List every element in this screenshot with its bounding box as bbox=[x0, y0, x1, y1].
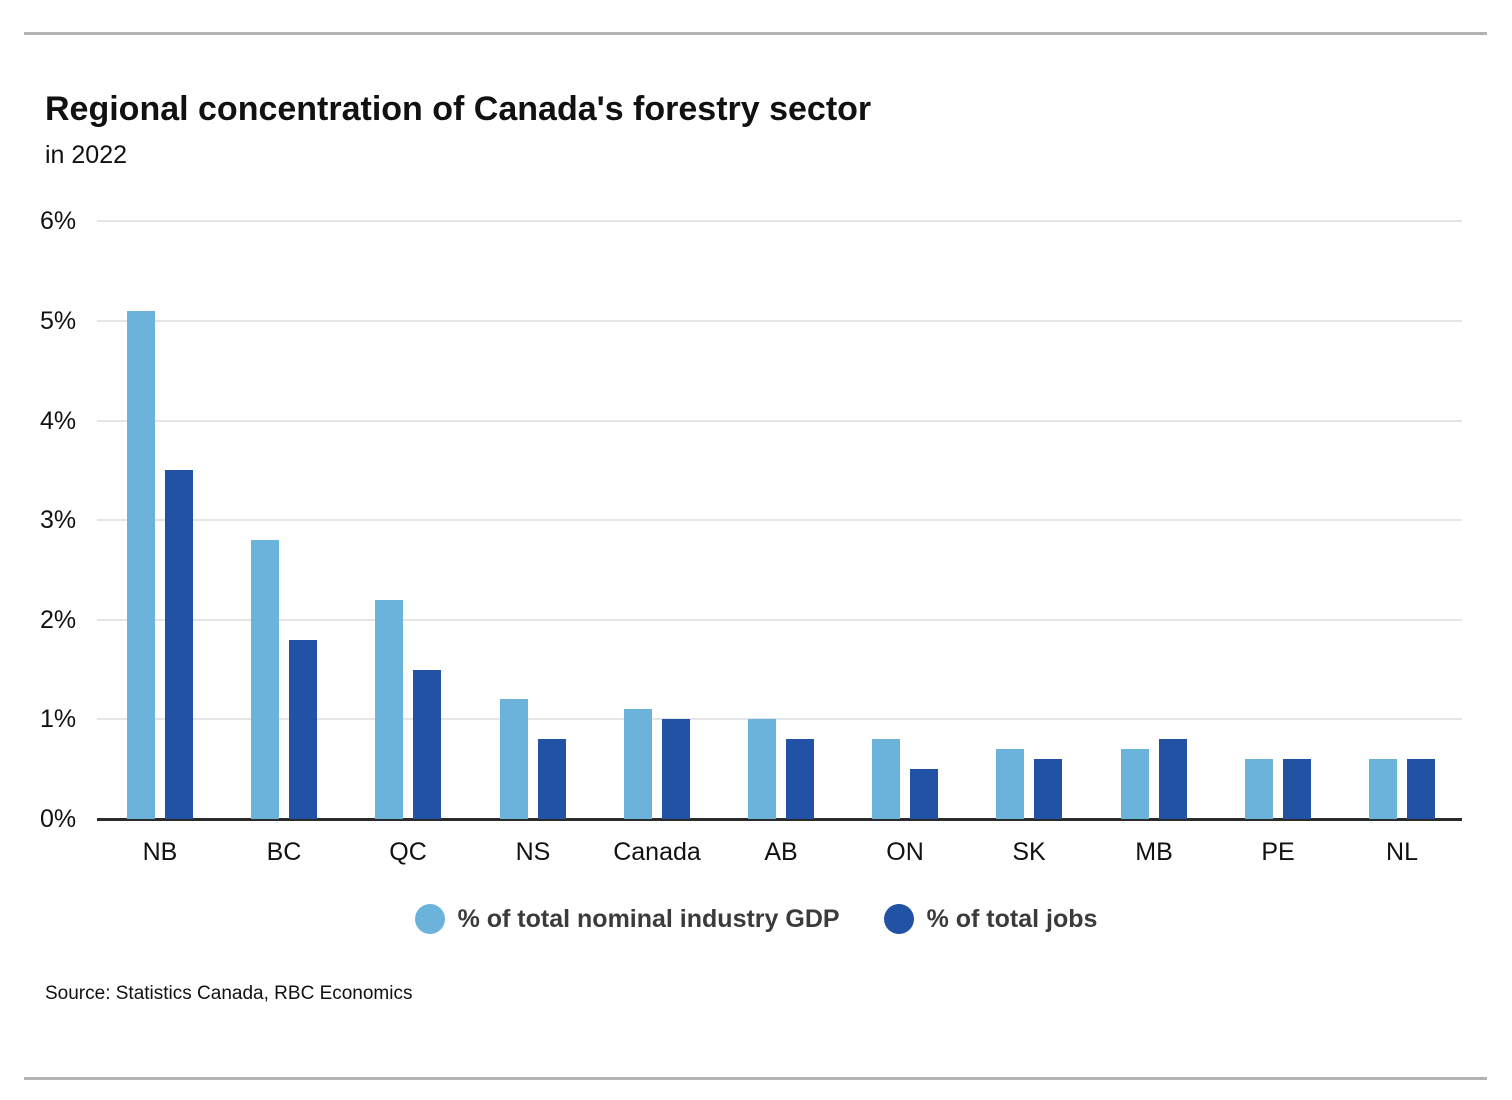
gridline-5% bbox=[97, 320, 1462, 322]
jobs-legend-swatch-icon bbox=[883, 904, 914, 934]
x-tick-label-NB: NB bbox=[142, 838, 178, 866]
bar-SK-gdp bbox=[996, 749, 1024, 819]
y-tick-label-0%: 0% bbox=[40, 805, 77, 833]
x-tick-label-BC: BC bbox=[266, 838, 302, 866]
gridline-1% bbox=[97, 718, 1462, 721]
y-tick-label-3%: 3% bbox=[40, 506, 77, 535]
bar-AB-jobs bbox=[786, 739, 814, 819]
chart-legend: % of total nominal industry GDP % of tot… bbox=[0, 904, 1512, 934]
bar-PE-jobs bbox=[1283, 759, 1311, 819]
gridline-3% bbox=[97, 519, 1462, 522]
bar-NS-jobs bbox=[538, 739, 566, 819]
bar-ON-jobs bbox=[910, 769, 938, 819]
bottom-divider bbox=[24, 1077, 1487, 1080]
page-subtitle: in 2022 bbox=[45, 141, 128, 169]
x-tick-label-PE: PE bbox=[1261, 838, 1295, 866]
bar-PE-gdp bbox=[1245, 759, 1273, 819]
bar-Canada-jobs bbox=[662, 719, 690, 819]
x-tick-label-MB: MB bbox=[1135, 838, 1173, 866]
y-tick-label-1%: 1% bbox=[40, 705, 77, 734]
bar-BC-gdp bbox=[251, 540, 279, 819]
legend-item-jobs: % of total jobs bbox=[883, 904, 1098, 934]
bar-ON-gdp bbox=[872, 739, 900, 819]
bar-NL-jobs bbox=[1407, 759, 1435, 819]
y-tick-label-6%: 6% bbox=[40, 207, 77, 236]
gdp-legend-label: % of total nominal industry GDP bbox=[457, 904, 840, 933]
x-tick-label-AB: AB bbox=[764, 838, 798, 866]
bar-MB-gdp bbox=[1121, 749, 1149, 819]
y-tick-label-4%: 4% bbox=[40, 406, 77, 435]
gridline-2% bbox=[97, 618, 1462, 621]
bar-BC-jobs bbox=[289, 640, 317, 819]
jobs-legend-label: % of total jobs bbox=[926, 904, 1098, 933]
y-tick-label-5%: 5% bbox=[40, 307, 77, 335]
y-tick-label-2%: 2% bbox=[40, 605, 77, 634]
x-tick-label-NS: NS bbox=[515, 838, 551, 866]
gridline-6% bbox=[97, 220, 1462, 223]
x-tick-label-ON: ON bbox=[886, 838, 924, 866]
bar-QC-gdp bbox=[375, 600, 403, 819]
top-divider bbox=[24, 32, 1487, 35]
legend-item-gdp: % of total nominal industry GDP bbox=[414, 904, 840, 934]
x-tick-label-Canada: Canada bbox=[613, 838, 701, 866]
gridline-4% bbox=[97, 419, 1462, 422]
bar-AB-gdp bbox=[748, 719, 776, 819]
bar-NB-gdp bbox=[127, 311, 155, 819]
source-note: Source: Statistics Canada, RBC Economics bbox=[45, 983, 413, 1004]
bar-MB-jobs bbox=[1159, 739, 1187, 819]
x-axis-line bbox=[97, 818, 1462, 821]
bar-SK-jobs bbox=[1034, 759, 1062, 819]
page-title: Regional concentration of Canada's fores… bbox=[45, 90, 872, 128]
bar-QC-jobs bbox=[413, 670, 441, 819]
gdp-legend-swatch-icon bbox=[414, 904, 445, 934]
bar-NL-gdp bbox=[1369, 759, 1397, 819]
bar-Canada-gdp bbox=[624, 709, 652, 819]
x-tick-label-SK: SK bbox=[1012, 838, 1046, 866]
x-tick-label-NL: NL bbox=[1386, 838, 1418, 866]
x-tick-label-QC: QC bbox=[389, 838, 427, 866]
bar-NS-gdp bbox=[500, 699, 528, 819]
bar-NB-jobs bbox=[165, 470, 193, 819]
